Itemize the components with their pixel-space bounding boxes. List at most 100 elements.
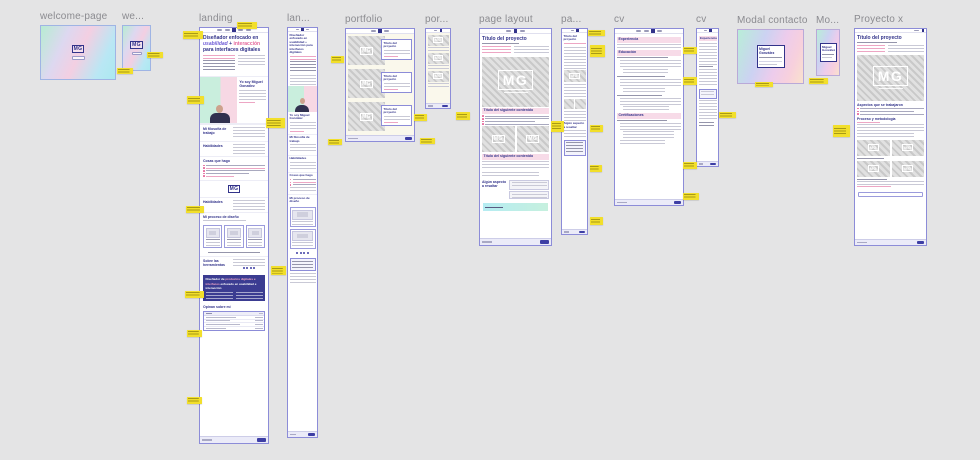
sticky-note[interactable] <box>683 47 697 54</box>
process-card[interactable] <box>203 225 223 249</box>
project-image[interactable]: MG <box>427 52 449 64</box>
footer-button[interactable] <box>710 162 716 166</box>
frame-modal-contact-mobile[interactable]: Miguel González <box>816 29 840 76</box>
sticky-note[interactable] <box>588 30 605 36</box>
link-placeholder[interactable] <box>383 55 398 58</box>
nav-link[interactable] <box>384 30 390 32</box>
sticky-note[interactable] <box>590 217 603 225</box>
link-placeholder[interactable] <box>383 121 398 124</box>
nav-link[interactable] <box>245 29 251 31</box>
enter-button[interactable] <box>71 56 85 60</box>
sticky-note[interactable] <box>237 22 257 29</box>
sticky-note[interactable] <box>271 266 286 275</box>
frame-title-modal[interactable]: Modal contacto <box>737 15 808 26</box>
nav-link[interactable] <box>306 28 310 31</box>
frame-title-welcome-mobile[interactable]: we... <box>122 11 145 22</box>
process-card[interactable] <box>245 225 265 249</box>
frame-title-landing[interactable]: landing <box>199 13 233 24</box>
link-placeholder[interactable] <box>289 130 304 133</box>
footer-button[interactable] <box>442 104 448 108</box>
footer-button[interactable] <box>257 438 266 442</box>
logo-icon[interactable] <box>232 28 236 32</box>
link-placeholder[interactable] <box>482 46 512 54</box>
frame-title-proyecto-x[interactable]: Proyecto x <box>854 14 904 25</box>
logo-icon[interactable] <box>513 29 518 33</box>
frame-portfolio[interactable]: MG Título del proyecto MG Título del pro… <box>345 28 415 142</box>
footer-button[interactable] <box>579 230 585 234</box>
nav-link[interactable] <box>238 29 244 31</box>
logo-icon[interactable] <box>709 29 712 32</box>
frame-title-modal-mobile[interactable]: Mo... <box>816 15 840 26</box>
sticky-note[interactable] <box>187 96 204 104</box>
sticky-note[interactable] <box>683 77 697 85</box>
logo-icon[interactable] <box>378 29 382 33</box>
sticky-note[interactable] <box>551 121 564 132</box>
footer-button[interactable] <box>674 201 681 204</box>
frame-title-landing-mobile[interactable]: lan... <box>287 13 310 24</box>
nav-link[interactable] <box>295 28 299 31</box>
link-placeholder[interactable] <box>857 186 891 188</box>
process-card[interactable] <box>289 228 316 249</box>
nav-link[interactable] <box>703 29 707 32</box>
nav-link[interactable] <box>643 30 649 32</box>
project-card[interactable]: MG Título del proyecto <box>348 36 412 67</box>
frame-page-layout-mobile[interactable]: Título del proyecto MG Algún aspecto a r… <box>561 28 588 235</box>
sticky-note[interactable] <box>719 112 736 118</box>
nav-link[interactable] <box>506 30 512 32</box>
frame-welcome[interactable]: MG <box>40 25 116 80</box>
sticky-note[interactable] <box>328 139 342 145</box>
logo-icon[interactable] <box>651 29 655 33</box>
frame-page-layout[interactable]: Título del proyecto MG Título del siguie… <box>479 28 552 246</box>
logo-icon[interactable] <box>439 29 442 32</box>
sticky-note[interactable] <box>809 78 828 84</box>
sticky-note[interactable] <box>456 112 470 120</box>
sticky-note[interactable] <box>420 138 435 144</box>
sticky-note[interactable] <box>186 206 204 213</box>
frame-landing[interactable]: Diseñador enfocado en usabilidad + inter… <box>199 27 269 444</box>
frame-welcome-mobile[interactable]: MG <box>122 25 151 71</box>
sticky-note[interactable] <box>590 165 602 172</box>
project-card[interactable]: MG Título del proyecto <box>348 69 412 100</box>
nav-link[interactable] <box>914 29 919 32</box>
sticky-note[interactable] <box>833 125 850 137</box>
frame-title-page-layout-mobile[interactable]: pa... <box>561 14 582 25</box>
nav-link[interactable] <box>657 30 662 32</box>
frame-title-cv-mobile[interactable]: cv <box>696 14 707 25</box>
social-dots[interactable] <box>233 267 265 270</box>
frame-title-portfolio[interactable]: portfolio <box>345 14 383 25</box>
nav-link[interactable] <box>224 29 230 31</box>
link-placeholder[interactable] <box>239 102 256 105</box>
sticky-note[interactable] <box>683 193 699 200</box>
sticky-note[interactable] <box>183 31 203 39</box>
social-dots[interactable] <box>288 251 317 254</box>
sticky-note[interactable] <box>590 45 605 57</box>
table-row[interactable] <box>204 320 264 324</box>
frame-title-cv[interactable]: cv <box>614 14 625 25</box>
sticky-note[interactable] <box>185 291 204 298</box>
footer-button[interactable] <box>917 241 924 244</box>
table-row[interactable] <box>204 327 264 331</box>
frame-landing-mobile[interactable]: Diseñador enfocado en usabilidad + inter… <box>287 27 318 438</box>
link-placeholder[interactable] <box>383 88 398 91</box>
footer-button[interactable] <box>405 137 412 140</box>
frame-modal-contact[interactable]: Miguel González <box>737 29 804 84</box>
sticky-note[interactable] <box>266 118 285 128</box>
sticky-note[interactable] <box>187 397 202 404</box>
project-image[interactable]: MG <box>427 34 449 46</box>
nav-link[interactable] <box>370 30 376 32</box>
logo-icon[interactable] <box>921 29 924 32</box>
frame-cv-mobile[interactable]: Experiencia <box>696 28 719 167</box>
table-row[interactable] <box>204 323 264 327</box>
sticky-note[interactable] <box>117 68 133 74</box>
nav-link[interactable] <box>636 30 641 32</box>
sticky-note[interactable] <box>414 114 427 121</box>
nav-link[interactable] <box>570 29 574 32</box>
link-placeholder[interactable] <box>857 45 885 52</box>
nav-link[interactable] <box>434 29 437 32</box>
link-placeholder[interactable] <box>563 42 586 46</box>
footer-button[interactable] <box>308 433 315 436</box>
frame-title-welcome[interactable]: welcome-page <box>40 11 108 22</box>
sticky-note[interactable] <box>683 162 697 169</box>
frame-title-portfolio-mobile[interactable]: por... <box>425 14 449 25</box>
